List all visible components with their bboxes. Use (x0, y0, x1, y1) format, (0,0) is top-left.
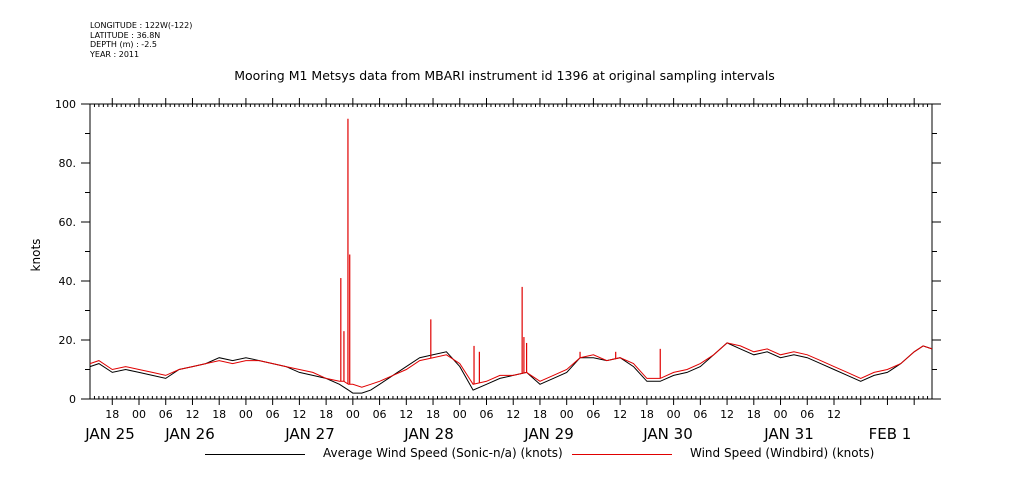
x-tick-label: 18 (212, 408, 226, 421)
x-tick-label: 12 (613, 408, 627, 421)
x-tick-label: 18 (319, 408, 333, 421)
longitude-label: LONGITUDE : 122W(-122) (90, 21, 193, 30)
y-tick-label: 80. (59, 157, 77, 170)
x-tick-label: 06 (479, 408, 493, 421)
series-layer (89, 118, 933, 394)
x-tick-label: 18 (747, 408, 761, 421)
x-tick-label: 12 (720, 408, 734, 421)
x-tick-label: 18 (533, 408, 547, 421)
x-day-label: FEB 1 (869, 425, 912, 443)
latitude-label: LATITUDE : 36.8N (90, 30, 161, 40)
x-tick-label: 00 (560, 408, 574, 421)
x-day-label: JAN 26 (164, 425, 215, 443)
x-day-label: JAN 27 (284, 425, 335, 443)
x-tick-label: 06 (586, 408, 600, 421)
y-tick-label: 20. (59, 334, 77, 347)
x-tick-label: 00 (774, 408, 788, 421)
x-tick-label: 12 (827, 408, 841, 421)
x-tick-label: 06 (159, 408, 173, 421)
x-tick-label: 18 (426, 408, 440, 421)
x-tick-label: 06 (266, 408, 280, 421)
x-day-label: JAN 31 (763, 425, 814, 443)
x-tick-label: 12 (185, 408, 199, 421)
legend-line-avg (205, 454, 305, 455)
location-metadata: LONGITUDE : 122W(-122) LATITUDE : 36.8N … (90, 21, 192, 59)
chart-legend: Average Wind Speed (Sonic-n/a) (knots) W… (0, 446, 1009, 466)
y-axis-label: knots (29, 239, 43, 272)
chart-title: Mooring M1 Metsys data from MBARI instru… (234, 68, 775, 83)
series-line-avg (89, 342, 933, 394)
x-tick-label: 00 (453, 408, 467, 421)
x-tick-label: 06 (373, 408, 387, 421)
x-tick-label: 18 (640, 408, 654, 421)
y-tick-label: 100 (55, 98, 76, 111)
x-tick-label: 00 (132, 408, 146, 421)
legend-label-windbird: Wind Speed (Windbird) (knots) (690, 446, 875, 460)
x-tick-label: 00 (346, 408, 360, 421)
x-tick-label: 00 (239, 408, 253, 421)
x-day-label: JAN 30 (642, 425, 693, 443)
plot-axes: 0 20. 40. 60. 80. 100 18 00 06 12 18 00 06 12 18 00 06 12… (55, 98, 941, 443)
series-line-windbird (89, 342, 933, 388)
x-tick-label: 18 (105, 408, 119, 421)
y-tick-label: 0 (69, 393, 76, 406)
legend-label-avg: Average Wind Speed (Sonic-n/a) (knots) (323, 446, 563, 460)
x-tick-label: 06 (800, 408, 814, 421)
year-label: YEAR : 2011 (90, 49, 140, 59)
y-tick-label: 60. (59, 216, 77, 229)
x-tick-label: 00 (667, 408, 681, 421)
x-tick-label: 12 (506, 408, 520, 421)
x-tick-label: 12 (399, 408, 413, 421)
legend-line-windbird (572, 454, 672, 455)
x-day-label: JAN 28 (403, 425, 454, 443)
x-day-label: JAN 25 (84, 425, 135, 443)
x-day-label: JAN 29 (523, 425, 574, 443)
x-tick-label: 12 (292, 408, 306, 421)
depth-label: DEPTH (m) : -2.5 (90, 40, 157, 49)
x-tick-label: 06 (693, 408, 707, 421)
y-tick-label: 40. (59, 275, 77, 288)
